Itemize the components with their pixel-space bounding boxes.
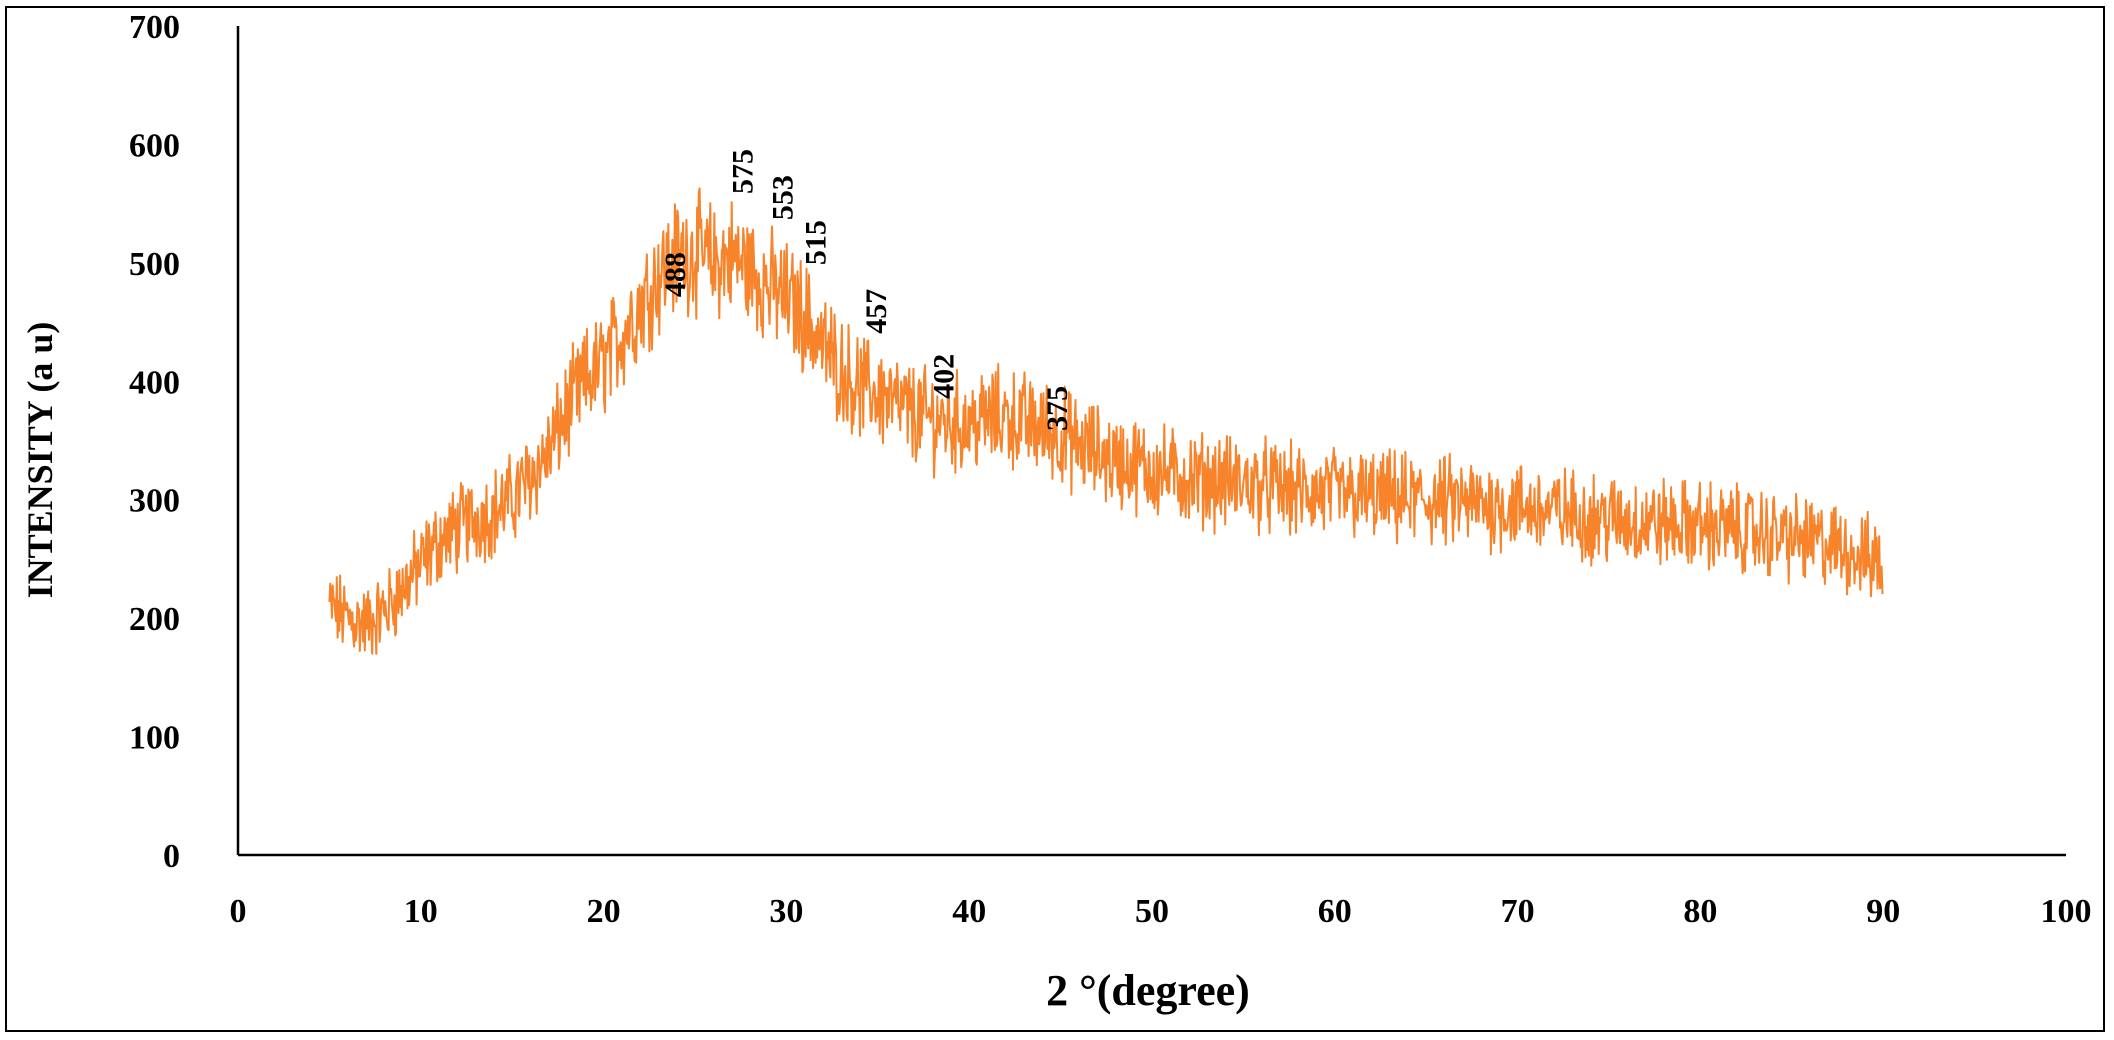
x-tick-label: 80 <box>1683 893 1717 930</box>
x-tick-label: 50 <box>1135 893 1169 930</box>
series-line-intensity <box>328 187 1884 655</box>
x-tick-label: 60 <box>1318 893 1352 930</box>
x-tick-label: 10 <box>404 893 438 930</box>
y-tick-label: 300 <box>129 483 180 520</box>
x-tick-labels: 0 10 20 30 40 50 60 70 80 90 100 <box>230 893 2092 930</box>
peak-label: 515 <box>800 220 833 265</box>
y-axis-title: INTENSITY (a u) <box>20 322 60 599</box>
x-tick-label: 90 <box>1866 893 1900 930</box>
peak-label: 457 <box>860 289 893 334</box>
peak-label: 402 <box>928 354 961 399</box>
x-tick-label: 100 <box>2041 893 2092 930</box>
y-tick-label: 0 <box>163 838 180 875</box>
axes <box>236 26 2066 857</box>
y-tick-label: 600 <box>129 127 180 164</box>
y-tick-label: 200 <box>129 601 180 638</box>
y-tick-label: 700 <box>129 9 180 46</box>
x-tick-label: 70 <box>1501 893 1535 930</box>
peak-label: 488 <box>659 252 692 297</box>
x-tick-label: 0 <box>230 893 247 930</box>
x-tick-label: 40 <box>952 893 986 930</box>
x-axis-title: 2 °(degree) <box>1046 966 1250 1015</box>
chart-frame <box>5 6 2105 1032</box>
peak-label: 553 <box>767 175 800 220</box>
y-tick-label: 100 <box>129 720 180 757</box>
peak-label: 375 <box>1041 386 1074 431</box>
y-tick-label: 500 <box>129 246 180 283</box>
y-tick-labels: 0 100 200 300 400 500 600 700 <box>129 9 180 875</box>
y-tick-label: 400 <box>129 364 180 401</box>
x-tick-label: 20 <box>587 893 621 930</box>
x-tick-label: 30 <box>769 893 803 930</box>
peak-label: 575 <box>727 149 760 194</box>
